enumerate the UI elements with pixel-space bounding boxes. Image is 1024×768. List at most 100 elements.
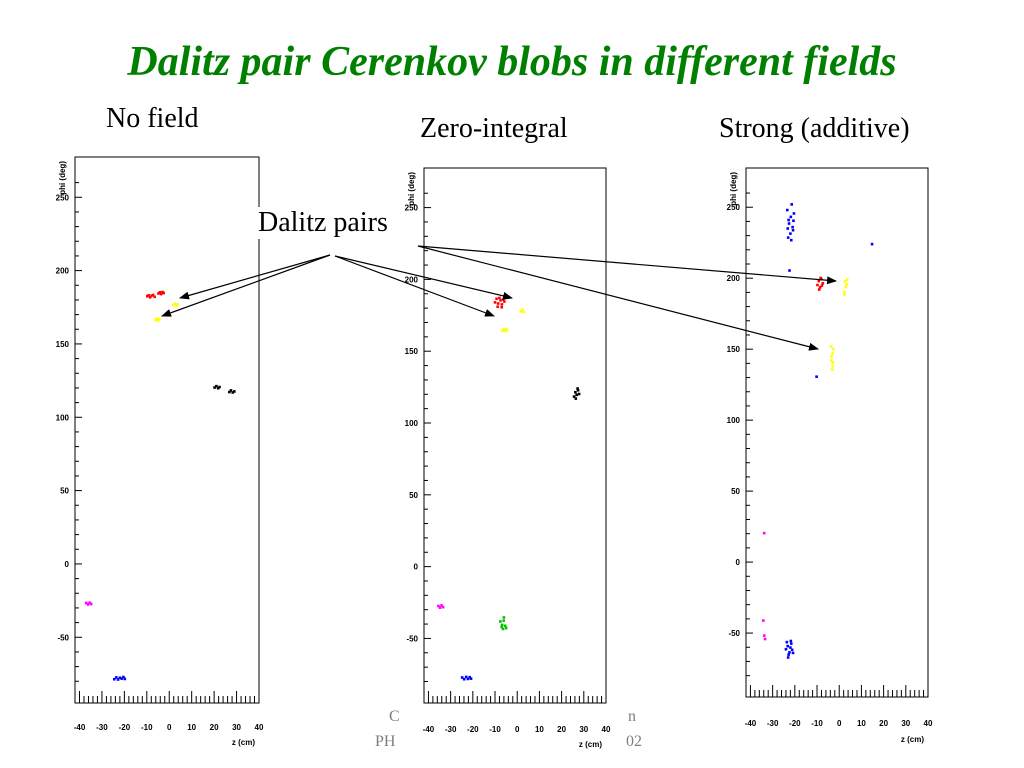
data-point-black [576,387,579,390]
x-tick-label: 0 [515,725,520,734]
data-point-blue [123,677,127,681]
y-tick-label: -50 [57,633,69,642]
data-point-red [496,305,499,308]
data-point-red [495,297,498,301]
data-point-yellow [845,283,848,286]
x-tick-label: 20 [879,719,888,728]
data-point-blue [790,203,794,206]
x-tick-label: 40 [602,725,611,734]
data-point-yellow [171,303,175,307]
data-point-black [216,386,220,390]
data-point-blue [464,675,468,679]
data-point-yellow [501,329,504,333]
arrow [179,254,331,300]
data-point-yellow [176,303,180,306]
plot-frame [745,167,929,698]
x-tick-label: 20 [210,723,219,732]
y-axis-title: phi (deg) [729,172,738,206]
data-point-yellow [175,304,178,307]
data-point-black [572,395,576,398]
data-point-blue [122,675,125,679]
data-point-yellow [155,317,158,320]
data-point-blue [785,640,789,644]
data-point-red [158,291,162,294]
x-tick-label: -20 [119,723,131,732]
data-point-blue [468,675,472,679]
arrow [334,255,495,317]
y-tick-label: 250 [56,193,70,202]
x-tick-label: 20 [557,725,566,734]
data-point-red [151,293,155,297]
footer-left-fragment-bottom: PH [375,733,396,750]
data-point-red [821,282,825,285]
data-point-blue [792,219,795,223]
data-point-red [816,283,819,287]
data-point-yellow [173,302,177,306]
data-point-green [501,627,505,631]
data-point-black [576,388,580,392]
data-point-blue [789,642,793,645]
data-point-yellow [154,318,157,322]
y-tick-label: 0 [736,558,741,567]
x-tick-label: -30 [445,725,457,734]
data-point-magenta [84,601,88,605]
arrow [417,245,837,285]
y-tick-label: 200 [727,274,741,283]
y-tick-label: 100 [56,413,70,422]
data-point-blue [786,227,790,230]
x-tick-label: -40 [745,719,757,728]
x-tick-label: -20 [467,725,479,734]
plot-frame [423,167,607,704]
x-tick-label: -30 [96,723,108,732]
data-point-yellow [521,308,524,312]
footer-right-fragment-bottom: 02 [626,733,642,750]
annotation-arrows [161,245,837,351]
data-point-green [502,619,505,622]
data-point-blue [787,653,790,656]
footer-right-fragment-top: n [628,708,636,725]
data-point-red [496,302,500,305]
data-point-blue [786,236,790,239]
data-point-green [500,625,503,629]
x-tick-label: -30 [767,719,779,728]
data-point-yellow [831,361,835,364]
data-point-red [157,292,160,295]
data-point-yellow [844,285,848,289]
y-tick-label: 0 [65,560,70,569]
x-tick-label: 0 [167,723,172,732]
data-point-blue [112,677,116,681]
y-tick-label: 100 [405,419,419,428]
data-point-yellow [829,345,833,348]
data-point-yellow [830,355,833,358]
data-point-magenta [762,619,765,622]
data-point-black [218,385,221,389]
data-point-red [148,295,152,299]
x-tick-label: 30 [232,723,241,732]
x-tick-label: 30 [579,725,588,734]
data-point-black [215,384,218,388]
data-point-blue [791,228,795,232]
data-point-magenta [441,605,445,609]
data-point-yellow [505,328,509,331]
data-point-yellow [156,319,160,322]
y-tick-label: -50 [406,634,418,643]
arrow [161,254,331,317]
y-tick-label: 100 [727,416,741,425]
panel-label-no-field: No field [106,103,199,134]
data-point-red [159,292,163,296]
data-point-magenta [437,604,440,608]
y-tick-label: 150 [727,345,741,354]
data-point-blue [789,639,793,643]
data-point-yellow [158,317,161,321]
data-point-magenta [438,606,442,609]
data-point-red [817,288,821,291]
y-tick-label: 250 [727,203,741,212]
data-point-blue [787,222,791,225]
data-point-blue [788,269,791,272]
data-point-black [574,397,578,400]
data-point-yellow [831,365,834,368]
data-point-red [498,296,501,300]
x-tick-label: 0 [837,719,842,728]
data-point-blue [466,677,470,681]
data-point-magenta [762,531,766,535]
